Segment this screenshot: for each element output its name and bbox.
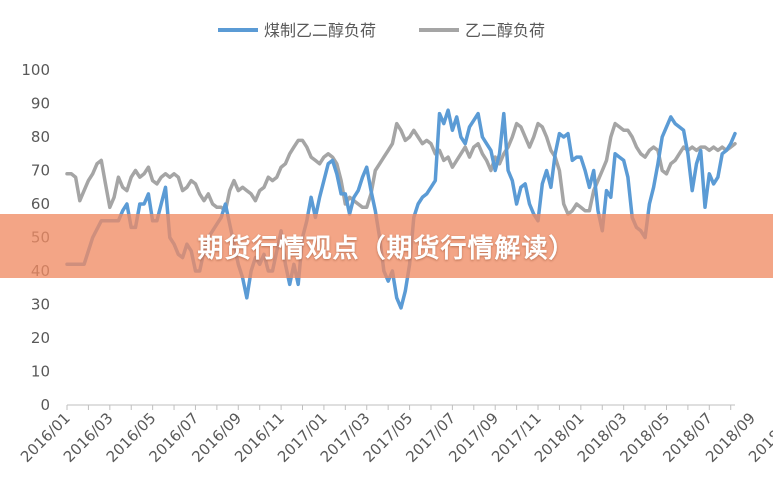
y-tick-label: 60 (31, 195, 50, 213)
legend-label-total: 乙二醇负荷 (465, 21, 545, 40)
title-banner: 期货行情观点（期货行情解读） (0, 214, 773, 278)
legend: 煤制乙二醇负荷 乙二醇负荷 (218, 21, 545, 40)
y-tick-label: 100 (21, 61, 50, 79)
y-tick-label: 10 (31, 363, 50, 381)
y-tick-label: 70 (31, 162, 50, 180)
x-axis: 2016/012016/032016/052016/072016/092016/… (17, 404, 773, 466)
series-layer (65, 108, 737, 310)
y-tick-label: 20 (31, 329, 50, 347)
legend-label-coal: 煤制乙二醇负荷 (264, 21, 376, 40)
banner-title: 期货行情观点（期货行情解读） (197, 233, 576, 264)
y-tick-label: 80 (31, 128, 50, 146)
y-tick-label: 0 (40, 396, 50, 414)
y-tick-label: 30 (31, 296, 50, 314)
y-tick-label: 90 (31, 95, 50, 113)
series-line-total-load (65, 121, 737, 216)
